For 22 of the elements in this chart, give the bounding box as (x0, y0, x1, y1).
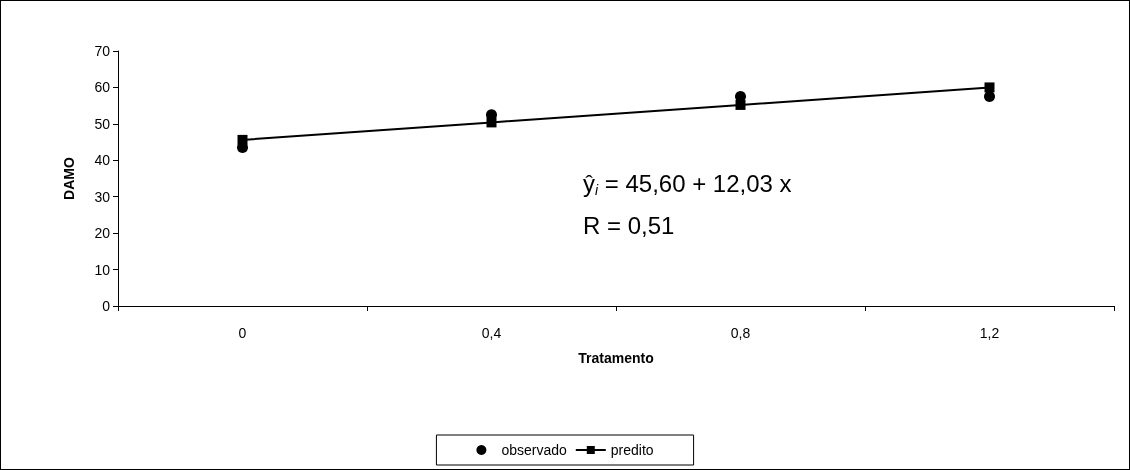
point (237, 134, 248, 145)
legend-label: predito (610, 442, 654, 458)
point (984, 91, 995, 103)
y-tick-label: 40 (94, 152, 111, 169)
legend-label: observado (501, 442, 567, 458)
x-tick-label: 1,2 (979, 325, 1000, 341)
y-axis-title: DAMO (61, 157, 77, 200)
y-tick-label: 20 (94, 225, 111, 242)
y-tick-label: 30 (94, 188, 111, 205)
y-tick-label: 0 (102, 298, 111, 314)
x-tick-label: 0,8 (730, 325, 751, 341)
x-tick-label: 0,4 (481, 325, 502, 341)
y-tick-label: 60 (94, 79, 111, 96)
y-tick-label: 10 (94, 261, 111, 278)
x-axis-title: Tratamento (578, 350, 654, 366)
annotation: R = 0,51 (583, 211, 675, 239)
point (984, 82, 995, 93)
y-tick-label: 70 (94, 43, 111, 59)
point (735, 99, 746, 110)
x-tick-label: 0 (238, 325, 247, 341)
y-tick-label: 50 (94, 115, 111, 132)
point (486, 117, 497, 128)
